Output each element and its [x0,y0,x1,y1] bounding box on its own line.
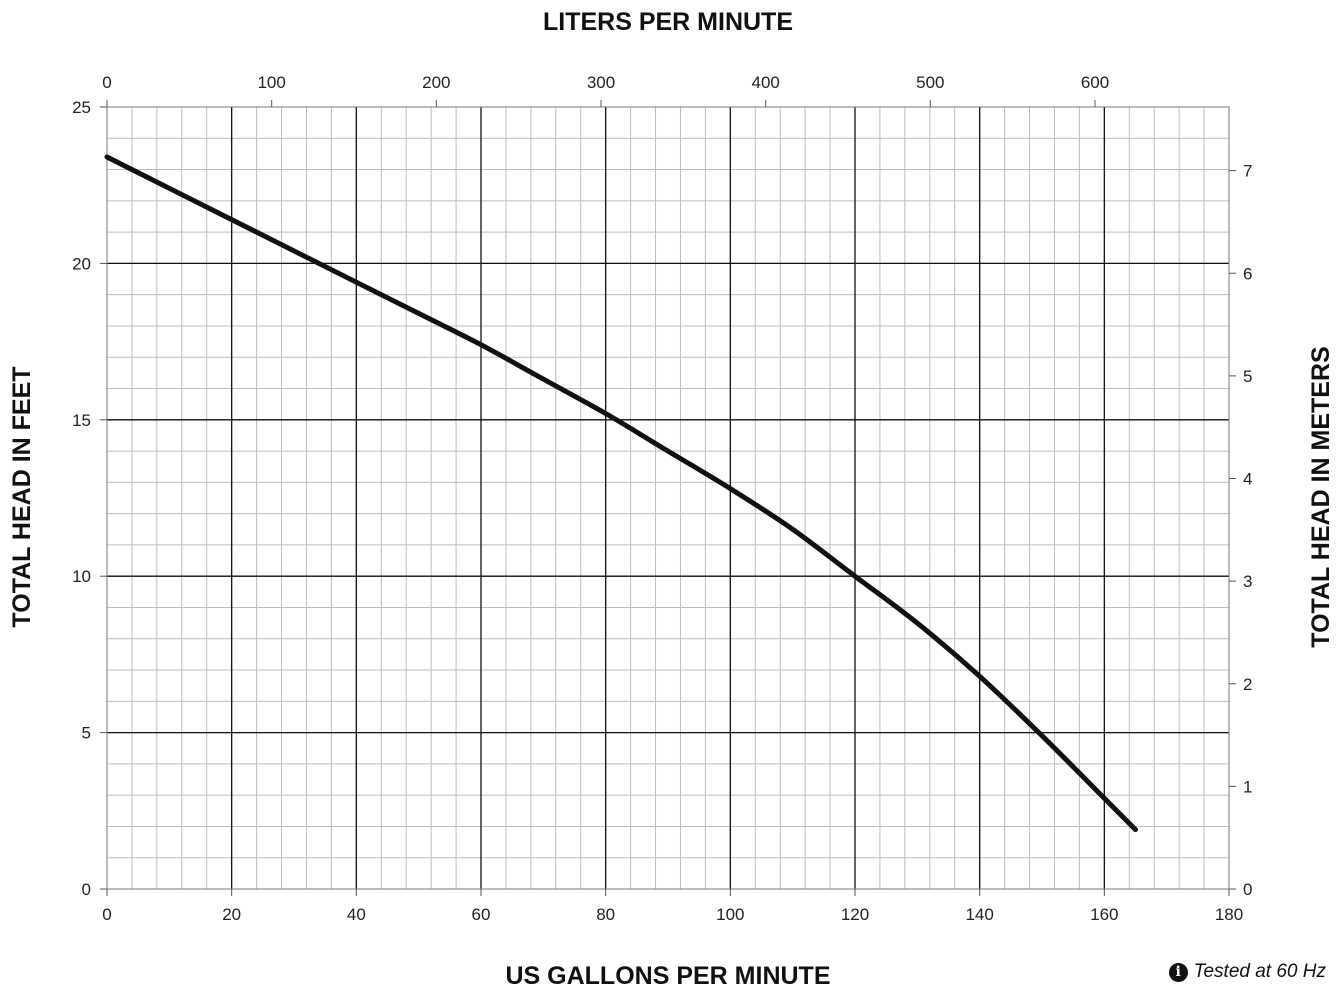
y2-tick-label: 6 [1243,264,1252,283]
x2-tick-label: 400 [751,73,779,92]
pump-performance-curve [104,154,1138,833]
x2-tick-label: 300 [587,73,615,92]
y2-tick-label: 1 [1243,777,1252,796]
x-tick-label: 160 [1090,905,1118,924]
y-tick-label: 0 [82,880,91,899]
x2-tick-label: 100 [257,73,285,92]
x2-tick-label: 200 [422,73,450,92]
x-axis-title: US GALLONS PER MINUTE [505,962,830,987]
x-tick-label: 120 [841,905,869,924]
x-tick-label: 100 [716,905,744,924]
x2-tick-label: 600 [1081,73,1109,92]
minor-grid [106,106,1230,890]
x2-tick-label: 500 [916,73,944,92]
y-tick-label: 5 [82,724,91,743]
info-icon: i [1168,962,1188,982]
y-tick-label: 20 [72,254,91,273]
test-note: i Tested at 60 Hz [1168,961,1326,983]
y-tick-label: 15 [72,411,91,430]
y2-tick-label: 3 [1243,572,1252,591]
x-tick-label: 20 [222,905,241,924]
y-tick-label: 25 [72,98,91,117]
y2-tick-label: 5 [1243,367,1252,386]
y2-axis-title: TOTAL HEAD IN METERS [1307,346,1335,647]
x-tick-label: 60 [472,905,491,924]
y-tick-label: 10 [72,567,91,586]
y-axis-title: TOTAL HEAD IN FEET [8,366,36,627]
y2-tick-label: 2 [1243,675,1252,694]
x-tick-label: 80 [596,905,615,924]
x2-tick-label: 0 [102,73,111,92]
x-tick-label: 140 [965,905,993,924]
test-note-text: Tested at 60 Hz [1193,961,1326,982]
y2-tick-label: 0 [1243,880,1252,899]
x-tick-label: 40 [347,905,366,924]
x2-axis-title: LITERS PER MINUTE [543,8,793,36]
y2-tick-label: 4 [1243,470,1252,489]
x-tick-label: 0 [102,905,111,924]
y2-tick-label: 7 [1243,162,1252,181]
axis-ticks [100,100,1236,896]
x-tick-label: 180 [1215,905,1243,924]
plot-frame [106,106,1230,890]
major-grid [107,107,1229,889]
